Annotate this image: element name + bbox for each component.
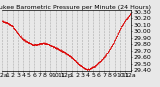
Title: Milwaukee Barometric Pressure per Minute (24 Hours): Milwaukee Barometric Pressure per Minute… xyxy=(0,5,151,10)
